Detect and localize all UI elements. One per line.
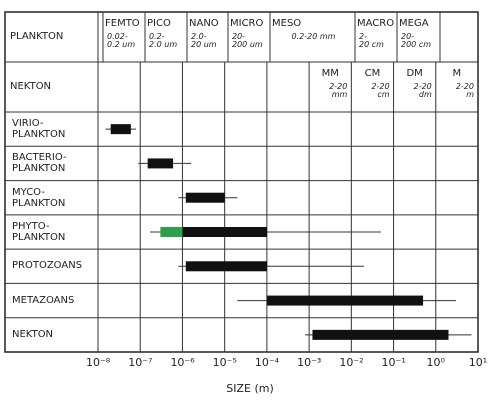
x-tick-label: 10⁻³ bbox=[297, 356, 322, 369]
category-label: PROTOZOANS bbox=[12, 260, 83, 272]
size-class-name: NANO bbox=[189, 18, 219, 29]
x-tick-label: 10⁻⁵ bbox=[212, 356, 237, 369]
size-class-range: 20- 200 cm bbox=[401, 32, 432, 49]
size-class-range: 0.02- 0.2 um bbox=[107, 32, 136, 49]
x-tick-label: 10⁰ bbox=[426, 356, 445, 369]
size-class-range: 20- 200 um bbox=[232, 32, 263, 49]
nekton-class-name: MM bbox=[321, 68, 339, 79]
range-bar bbox=[147, 158, 174, 169]
x-tick-label: 10⁻⁷ bbox=[128, 356, 153, 369]
size-class-name: MEGA bbox=[399, 18, 429, 29]
x-tick-label: 10⁻⁸ bbox=[86, 356, 111, 369]
size-class-range: 2.0- 20 um bbox=[191, 32, 217, 49]
size-class-name: MESO bbox=[272, 18, 302, 29]
row-header: PLANKTON bbox=[10, 31, 64, 42]
x-axis-label: SIZE (m) bbox=[226, 382, 274, 395]
size-class-range: 0.2- 2.0 um bbox=[149, 32, 178, 49]
nekton-class-name: CM bbox=[364, 68, 381, 79]
range-bar bbox=[182, 227, 267, 237]
range-bar bbox=[185, 261, 267, 272]
nekton-class-name: DM bbox=[406, 68, 423, 79]
category-label: BACTERIO- PLANKTON bbox=[12, 152, 67, 175]
size-class-name: PICO bbox=[147, 18, 171, 29]
frame bbox=[4, 11, 479, 353]
size-class-name: FEMTO bbox=[105, 18, 140, 29]
nekton-class-name: M bbox=[452, 68, 462, 79]
size-class-range: 0.2-20 mm bbox=[291, 32, 336, 41]
x-tick-label: 10⁻⁴ bbox=[254, 356, 280, 369]
category-label: MYCO- PLANKTON bbox=[12, 186, 66, 209]
nekton-class-range: 2-20 m bbox=[455, 82, 474, 99]
category-label: PHYTO- PLANKTON bbox=[12, 221, 66, 243]
x-tick-label: 10¹ bbox=[468, 356, 488, 369]
range-bar-highlight bbox=[160, 227, 183, 237]
category-label: METAZOANS bbox=[12, 294, 75, 306]
x-tick-label: 10⁻² bbox=[339, 356, 364, 369]
range-bar bbox=[185, 192, 225, 203]
range-bar bbox=[266, 295, 424, 306]
size-class-name: MACRO bbox=[357, 18, 395, 29]
row-header: NEKTON bbox=[10, 81, 52, 92]
x-tick-label: 10⁻⁶ bbox=[170, 356, 195, 369]
range-bar bbox=[110, 124, 131, 135]
nekton-class-range: 2-20 cm bbox=[371, 82, 390, 99]
category-label: VIRIO- PLANKTON bbox=[12, 118, 66, 141]
x-tick-label: 10⁻¹ bbox=[381, 356, 406, 369]
nekton-class-range: 2-20 mm bbox=[329, 82, 348, 99]
size-class-range: 2- 20 cm bbox=[359, 32, 384, 49]
range-bar bbox=[312, 329, 449, 340]
category-label: NEKTON bbox=[12, 328, 54, 340]
nekton-class-range: 2-20 dm bbox=[413, 82, 432, 99]
size-class-name: MICRO bbox=[230, 18, 264, 29]
